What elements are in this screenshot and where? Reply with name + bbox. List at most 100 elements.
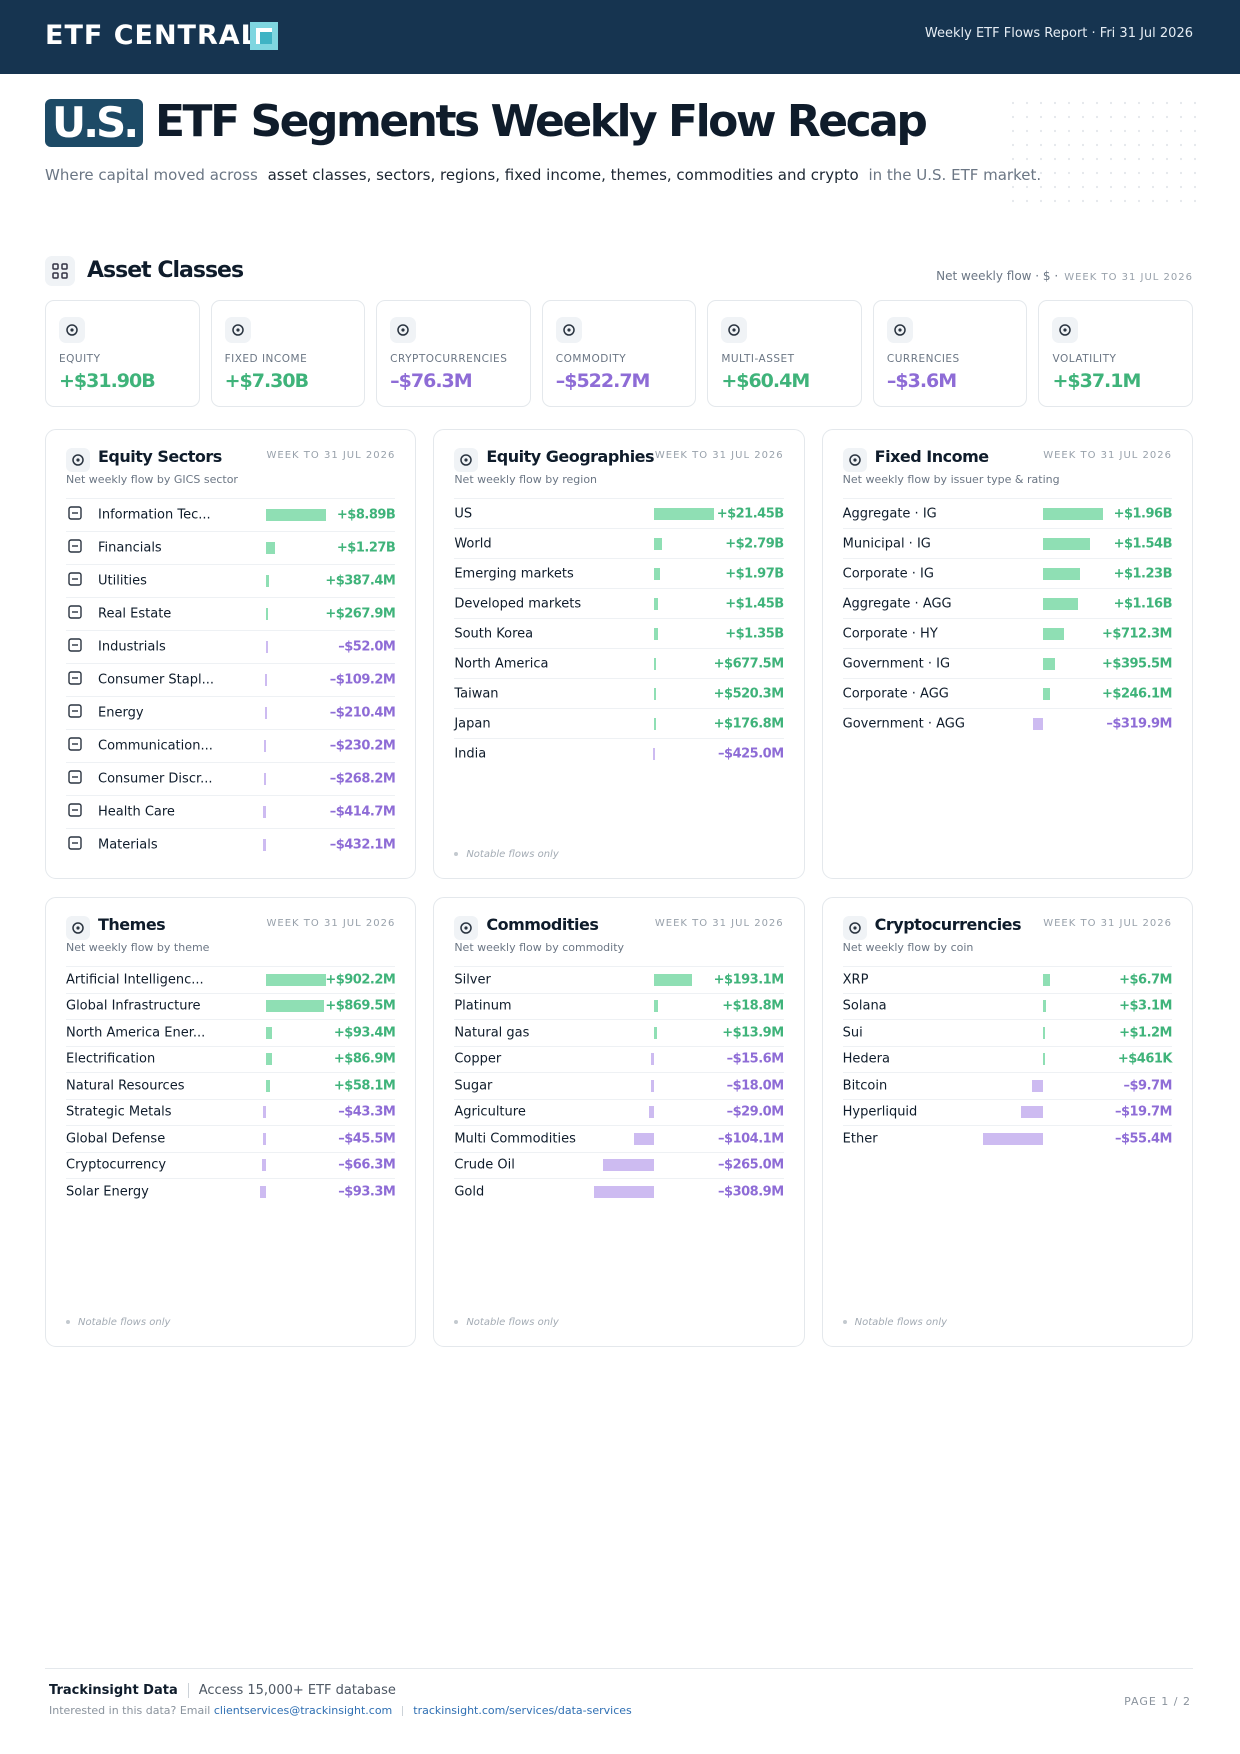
row-icon [66, 537, 84, 559]
row-value: +$176.8M [713, 716, 785, 731]
card-value: +$60.4M [721, 370, 810, 392]
panel-subtitle: Net weekly flow by coin [842, 941, 974, 954]
panel-title: Fixed Income [874, 447, 989, 466]
footnote: Notable flows only [66, 1317, 170, 1328]
rows: Artificial Intelligenc... +$902.2M Global … [66, 966, 396, 1205]
panel-subtitle: Net weekly flow by commodity [454, 941, 625, 954]
flow-row: Silver +$193.1M [454, 966, 784, 993]
rows: Information Tec... +$8.89B Financials +$1.2… [66, 498, 396, 861]
card-label: COMMODITY [555, 353, 627, 365]
asset-card: MULTI-ASSET +$60.4M [707, 300, 862, 407]
flow-bar [259, 1185, 266, 1198]
card-label: FIXED INCOME [224, 353, 308, 365]
row-label: US [454, 506, 473, 521]
flow-bar [1042, 1026, 1045, 1039]
flow-bar [264, 740, 267, 752]
row-value: –$265.0M [718, 1157, 784, 1173]
rows: Silver +$193.1M Platinum +$18.8M Natural gas… [454, 966, 785, 1205]
card-label: CURRENCIES [886, 353, 960, 365]
flow-row: Sui +$1.2M [842, 1019, 1172, 1046]
flow-bar [264, 707, 267, 719]
week-label: WEEK TO 31 JUL 2026 [266, 918, 396, 929]
flow-row: Natural gas +$13.9M [454, 1019, 784, 1046]
flow-bar [266, 1000, 324, 1013]
flow-row: XRP +$6.7M [842, 966, 1172, 993]
row-label: Japan [454, 716, 491, 731]
flow-bar [654, 687, 657, 700]
footer-link[interactable]: trackinsight.com/services/data-services [413, 1704, 632, 1717]
flow-row: Solana +$3.1M [842, 992, 1172, 1020]
flow-bar [602, 1159, 655, 1172]
asset-card: EQUITY +$31.90B [45, 300, 200, 407]
row-icon [66, 801, 84, 823]
flow-row: Solar Energy –$93.3M [66, 1178, 396, 1205]
row-value: –$18.0M [726, 1078, 785, 1094]
flow-row: India –$425.0M [454, 738, 784, 768]
flow-bar [266, 1079, 270, 1092]
flow-bar [266, 575, 269, 587]
subtitle-highlight: asset classes, sectors, regions, fixed i… [267, 166, 859, 184]
flow-row: Taiwan +$520.3M [454, 678, 784, 708]
flow-bar [1042, 567, 1081, 580]
brand: ETF CENTRAL [45, 20, 259, 51]
flow-panel: Commodities WEEK TO 31 JUL 2026 Net weekly… [433, 897, 805, 1347]
flow-bar [266, 542, 275, 554]
card-icon [886, 317, 913, 343]
card-icon [59, 317, 85, 343]
flow-bar [263, 806, 266, 818]
flow-bar [654, 717, 657, 730]
flow-bar [634, 1132, 655, 1145]
panels: Equity Sectors WEEK TO 31 JUL 2026 Net wee… [45, 429, 1193, 1347]
flow-row: Ether –$55.4M [842, 1125, 1173, 1152]
row-icon [66, 570, 84, 592]
footer-line: Trackinsight Data Access 15,000+ ETF data… [49, 1683, 396, 1698]
row-icon [66, 768, 84, 790]
row-value: +$1.35B [725, 626, 784, 641]
flow-row: Real Estate +$267.9M [66, 597, 396, 630]
row-value: –$19.7M [1114, 1104, 1173, 1120]
row-label: Government · AGG [842, 716, 965, 731]
row-label: Real Estate [98, 606, 172, 622]
flow-bar [654, 1000, 658, 1013]
row-label: Financials [98, 540, 162, 556]
row-value: +$267.9M [325, 606, 396, 622]
row-label: Hyperliquid [842, 1104, 918, 1120]
flow-row: Financials +$1.27B [66, 531, 396, 564]
row-label: Artificial Intelligenc... [66, 972, 204, 988]
card-label: CRYPTOCURRENCIES [390, 353, 508, 365]
card-icon [555, 317, 582, 343]
row-value: –$425.0M [718, 746, 784, 761]
flow-bar [1042, 627, 1065, 640]
flow-bar [1042, 657, 1055, 670]
row-value: +$1.23B [1113, 566, 1173, 581]
flow-row: Industrials –$52.0M [66, 630, 396, 663]
row-label: Crude Oil [454, 1157, 515, 1173]
flow-bar [982, 1132, 1043, 1145]
flow-row: Strategic Metals –$43.3M [66, 1098, 396, 1126]
week-label: WEEK TO 31 JUL 2026 [654, 450, 784, 461]
asset-card: CRYPTOCURRENCIES –$76.3M [376, 300, 531, 407]
flow-row: Emerging markets +$1.97B [454, 558, 784, 588]
row-value: +$869.5M [325, 998, 396, 1014]
flow-row: Information Tec... +$8.89B [66, 498, 396, 531]
row-label: Corporate · IG [842, 566, 934, 581]
row-label: Solana [842, 998, 887, 1014]
row-label: World [454, 536, 492, 551]
panel-title: Themes [98, 915, 166, 934]
flow-row: South Korea +$1.35B [454, 618, 784, 648]
footer-email[interactable]: clientservices@trackinsight.com [213, 1704, 393, 1717]
row-label: Sugar [454, 1078, 493, 1094]
row-icon [66, 636, 84, 658]
flow-bar [261, 1159, 266, 1172]
row-value: +$1.97B [725, 566, 784, 581]
flow-row: Natural Resources +$58.1M [66, 1072, 396, 1099]
subtitle-text: in the U.S. ETF market. [868, 166, 1042, 184]
row-label: Emerging markets [454, 566, 574, 581]
row-value: +$6.7M [1119, 972, 1172, 988]
flow-bar [654, 507, 715, 520]
flow-row: Platinum +$18.8M [454, 992, 784, 1020]
row-label: Aggregate · AGG [842, 596, 952, 611]
row-value: –$432.1M [329, 837, 396, 853]
flow-bar [1042, 597, 1079, 610]
card-value: –$3.6M [886, 370, 957, 392]
